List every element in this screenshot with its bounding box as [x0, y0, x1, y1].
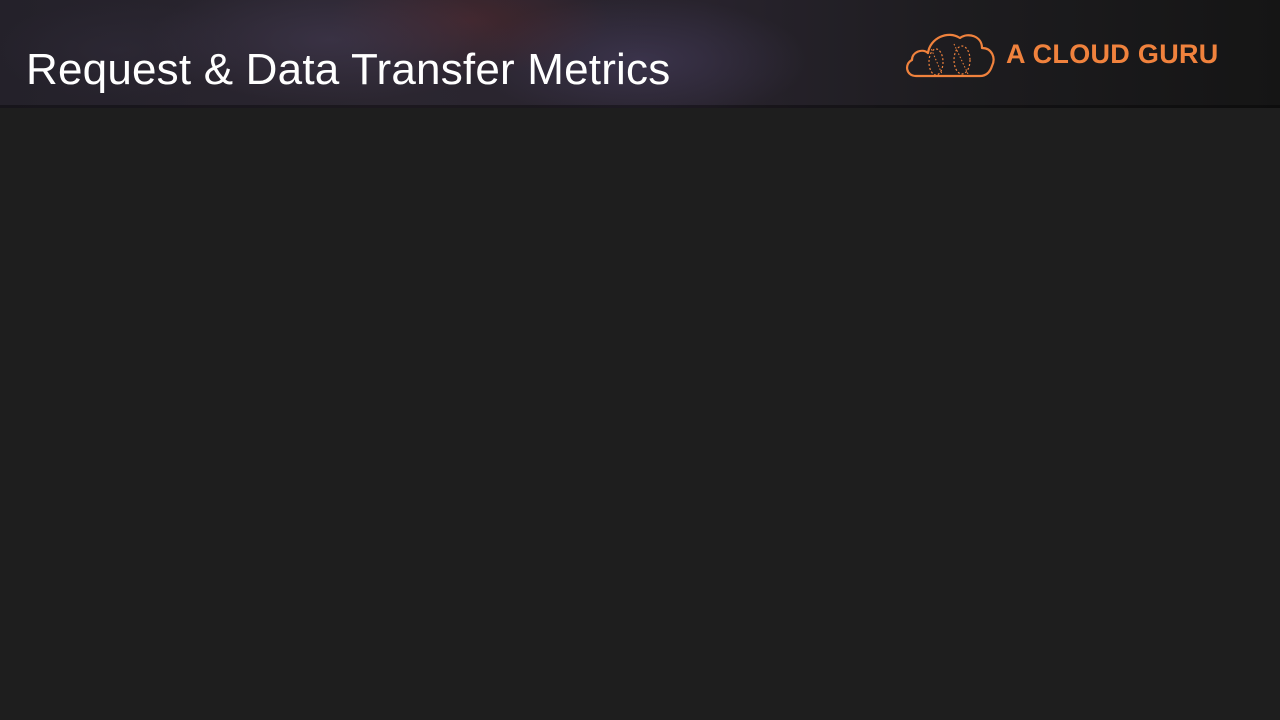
header-bar: Request & Data Transfer Metrics A CLOUD … [0, 0, 1280, 108]
slide-content-area [0, 108, 1280, 720]
brand-name: A CLOUD GURU [1006, 39, 1219, 69]
cloud-guru-logo-icon [906, 33, 995, 78]
slide-title: Request & Data Transfer Metrics [26, 45, 671, 94]
brand-logo: A CLOUD GURU [902, 26, 1219, 82]
